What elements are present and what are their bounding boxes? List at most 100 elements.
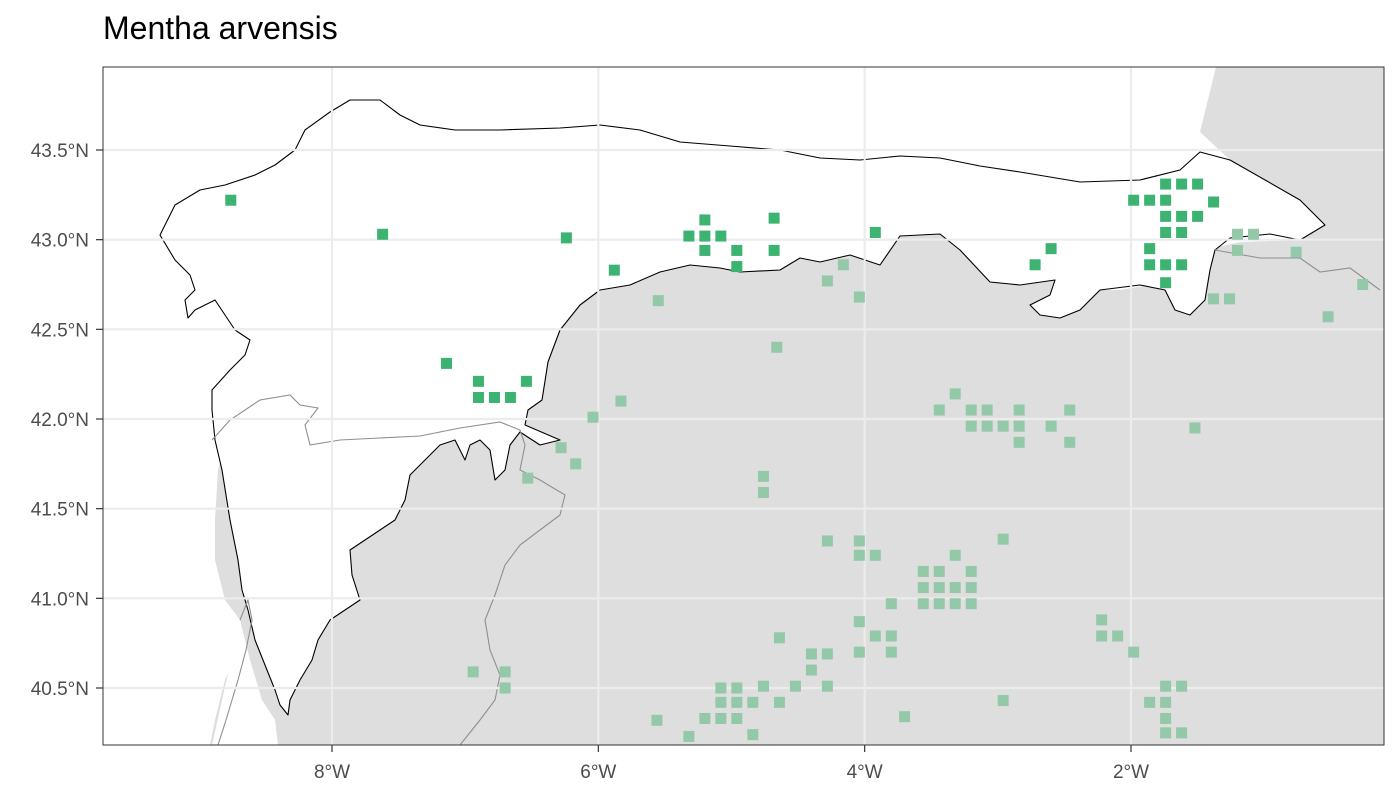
y-tick-label: 43.0°N	[31, 231, 89, 252]
record-marker-inside	[472, 391, 484, 403]
record-marker-outside	[997, 533, 1009, 545]
record-marker-outside	[1176, 680, 1188, 692]
record-marker-outside	[467, 666, 479, 678]
record-marker-outside	[899, 711, 911, 723]
record-marker-outside	[683, 730, 695, 742]
record-marker-outside	[773, 632, 785, 644]
record-marker-inside	[608, 264, 620, 276]
record-marker-outside	[869, 630, 881, 642]
y-axis: 43.5°N 43.0°N 42.5°N 42.0°N 41.5°N 41.0°N 40.5…	[31, 141, 103, 700]
record-marker-outside	[821, 535, 833, 547]
record-marker-outside	[837, 259, 849, 271]
record-marker-outside	[1160, 727, 1172, 739]
record-marker-outside	[853, 291, 865, 303]
record-marker-outside	[949, 598, 961, 610]
record-marker-inside	[1160, 259, 1172, 271]
x-tick-label: 8°W	[314, 762, 350, 783]
record-marker-outside	[933, 598, 945, 610]
record-marker-outside	[821, 275, 833, 287]
record-marker-inside	[699, 230, 711, 242]
record-marker-outside	[933, 404, 945, 416]
record-marker-outside	[1232, 244, 1244, 256]
record-marker-outside	[747, 696, 759, 708]
record-marker-outside	[731, 712, 743, 724]
records-outside-region	[467, 228, 1369, 742]
record-marker-inside	[1128, 194, 1140, 206]
record-marker-outside	[1144, 696, 1156, 708]
record-marker-inside	[699, 214, 711, 226]
map-title: Mentha arvensis	[103, 10, 338, 46]
record-marker-outside	[853, 549, 865, 561]
record-marker-inside	[1144, 259, 1156, 271]
record-marker-outside	[1189, 422, 1201, 434]
record-marker-outside	[699, 712, 711, 724]
record-marker-outside	[570, 458, 582, 470]
record-marker-outside	[1128, 646, 1140, 658]
record-marker-inside	[731, 244, 743, 256]
record-marker-outside	[1248, 228, 1260, 240]
record-marker-outside	[1112, 630, 1124, 642]
record-marker-outside	[1176, 727, 1188, 739]
record-marker-outside	[789, 680, 801, 692]
record-marker-outside	[885, 646, 897, 658]
map-panel-border	[102, 66, 1385, 746]
record-marker-inside	[715, 230, 727, 242]
record-marker-inside	[731, 261, 743, 273]
record-marker-inside	[1144, 243, 1156, 255]
record-marker-inside	[1176, 178, 1188, 190]
record-marker-outside	[715, 682, 727, 694]
record-marker-outside	[1096, 630, 1108, 642]
record-marker-inside	[1160, 210, 1172, 222]
record-marker-inside	[472, 375, 484, 387]
france-border-line	[1214, 249, 1381, 291]
record-marker-outside	[771, 341, 783, 353]
record-marker-outside	[1013, 420, 1025, 432]
record-marker-inside	[377, 228, 389, 240]
record-marker-outside	[499, 666, 511, 678]
record-marker-outside	[715, 712, 727, 724]
y-tick-label: 42.0°N	[31, 410, 89, 431]
x-axis: 8°W 6°W 4°W 2°W	[314, 745, 1149, 783]
y-tick-label: 42.5°N	[31, 320, 89, 341]
record-marker-outside	[652, 295, 664, 307]
record-marker-inside	[504, 391, 516, 403]
record-marker-inside	[1160, 178, 1172, 190]
record-marker-outside	[522, 472, 534, 484]
portugal-coast-line	[217, 598, 253, 745]
record-marker-outside	[587, 411, 599, 423]
record-marker-inside	[1192, 178, 1204, 190]
record-marker-outside	[1013, 436, 1025, 448]
record-marker-inside	[1160, 194, 1172, 206]
record-marker-outside	[949, 388, 961, 400]
record-marker-outside	[949, 582, 961, 594]
x-tick-label: 2°W	[1113, 762, 1149, 783]
record-marker-outside	[731, 696, 743, 708]
record-marker-outside	[997, 420, 1009, 432]
record-marker-outside	[981, 420, 993, 432]
record-marker-outside	[747, 729, 759, 741]
record-marker-outside	[949, 549, 961, 561]
record-marker-inside	[768, 212, 780, 224]
y-tick-label: 40.5°N	[31, 679, 89, 700]
record-marker-inside	[1144, 194, 1156, 206]
record-marker-outside	[821, 680, 833, 692]
record-marker-outside	[853, 646, 865, 658]
record-marker-inside	[683, 230, 695, 242]
record-marker-outside	[885, 598, 897, 610]
x-tick-label: 6°W	[580, 762, 616, 783]
study-region-boundary	[159, 99, 1326, 716]
record-marker-outside	[805, 648, 817, 660]
record-marker-outside	[1064, 404, 1076, 416]
record-marker-outside	[965, 404, 977, 416]
record-marker-outside	[1208, 293, 1220, 305]
record-marker-outside	[965, 565, 977, 577]
record-marker-outside	[1160, 680, 1172, 692]
y-tick-label: 41.0°N	[31, 589, 89, 610]
record-marker-outside	[965, 420, 977, 432]
record-marker-inside	[1192, 210, 1204, 222]
record-marker-outside	[715, 696, 727, 708]
record-marker-outside	[731, 682, 743, 694]
record-marker-outside	[757, 487, 769, 499]
record-marker-outside	[853, 616, 865, 628]
